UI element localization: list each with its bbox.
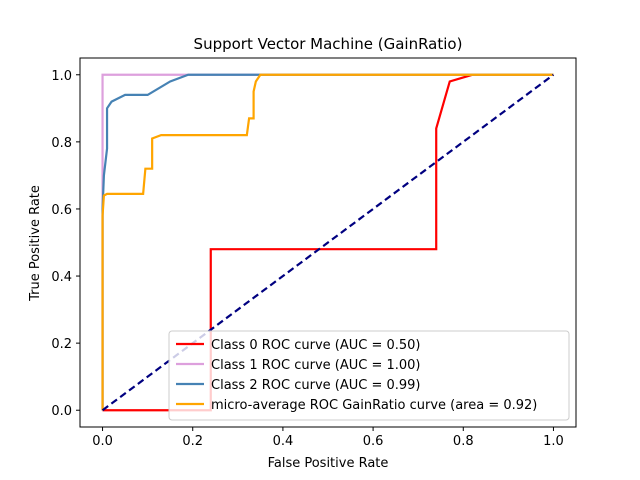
x-tick-label: 0.8 bbox=[453, 434, 474, 449]
y-tick-label: 0.0 bbox=[51, 404, 72, 419]
y-tick-label: 1.0 bbox=[51, 69, 72, 84]
x-axis-label: False Positive Rate bbox=[268, 456, 389, 471]
x-tick-label: 0.4 bbox=[273, 434, 294, 449]
y-tick-label: 0.8 bbox=[51, 136, 72, 151]
legend: Class 0 ROC curve (AUC = 0.50) Class 1 RO… bbox=[168, 330, 570, 421]
x-tick-label: 0.2 bbox=[182, 434, 203, 449]
series-line-3 bbox=[101, 73, 554, 411]
legend-entry: micro-average ROC GainRatio curve (area … bbox=[211, 398, 537, 413]
legend-entry: Class 1 ROC curve (AUC = 1.00) bbox=[211, 358, 421, 373]
series-line-2 bbox=[101, 73, 554, 411]
legend-box bbox=[168, 330, 570, 421]
x-tick-label: 0.6 bbox=[363, 434, 384, 449]
y-tick-label: 0.4 bbox=[51, 270, 72, 285]
legend-entry: Class 0 ROC curve (AUC = 0.50) bbox=[211, 338, 421, 353]
plot-frame bbox=[79, 57, 577, 428]
y-tick-label: 0.2 bbox=[51, 337, 72, 352]
x-tick-label: 1.0 bbox=[543, 434, 564, 449]
y-tick-label: 0.6 bbox=[51, 203, 72, 218]
chart-title: Support Vector Machine (GainRatio) bbox=[194, 35, 463, 53]
y-axis-label: True Positive Rate bbox=[28, 185, 43, 302]
legend-entry: Class 2 ROC curve (AUC = 0.99) bbox=[211, 378, 421, 393]
x-tick-label: 0.0 bbox=[92, 434, 113, 449]
